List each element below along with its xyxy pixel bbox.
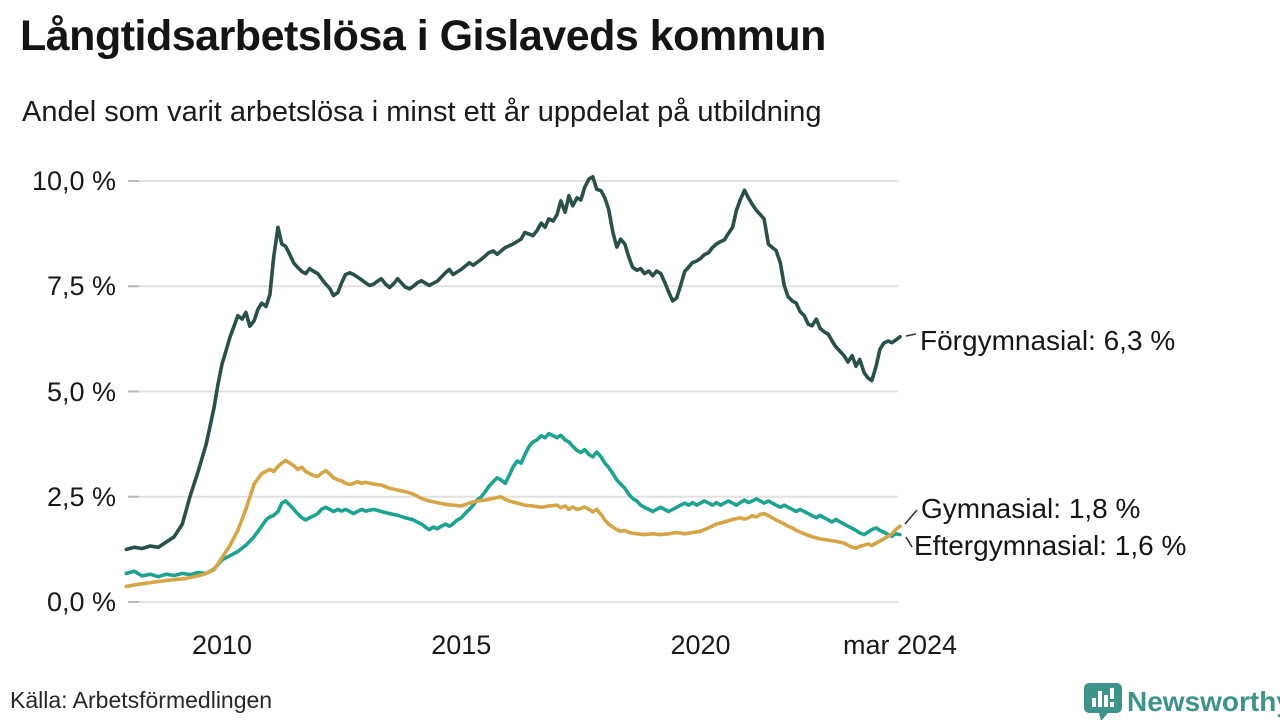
end-label-gymnasial: Gymnasial: 1,8 % [921, 493, 1141, 524]
end-label-connector [905, 536, 913, 548]
end-label-eftergymnasial: Eftergymnasial: 1,6 % [914, 530, 1187, 561]
series-line-förgymnasial [124, 175, 902, 552]
end-label-forgymnasial: Förgymnasial: 6,3 % [920, 325, 1176, 356]
end-label-connector [905, 333, 917, 337]
end-label-connector [904, 509, 918, 525]
y-tick-label: 0,0 % [46, 587, 116, 617]
x-tick-label: 2010 [191, 630, 253, 660]
y-tick-label: 10,0 % [31, 166, 116, 196]
end-label-connectors [904, 333, 918, 548]
x-tick-label: 2015 [431, 630, 492, 660]
y-tick-label: 5,0 % [46, 376, 116, 407]
y-tick-label: 2,5 % [46, 481, 116, 512]
series-lines [124, 175, 902, 589]
newsworthy-wordmark: Newsworthy [1127, 686, 1280, 717]
series-line-eftergymnasial [124, 431, 902, 579]
x-tick-label: 2020 [670, 630, 731, 660]
page-subtitle: Andel som varit arbetslösa i minst ett å… [22, 96, 822, 128]
gridlines [128, 180, 898, 603]
series-line-gymnasial [124, 458, 902, 589]
source-note: Källa: Arbetsförmedlingen [10, 687, 273, 713]
page-title: Långtidsarbetslösa i Gislaveds kommun [20, 12, 826, 60]
newsworthy-logo-icon [1084, 683, 1122, 720]
y-tick-label: 7,5 % [46, 271, 116, 302]
x-tick-label: mar 2024 [842, 630, 958, 660]
